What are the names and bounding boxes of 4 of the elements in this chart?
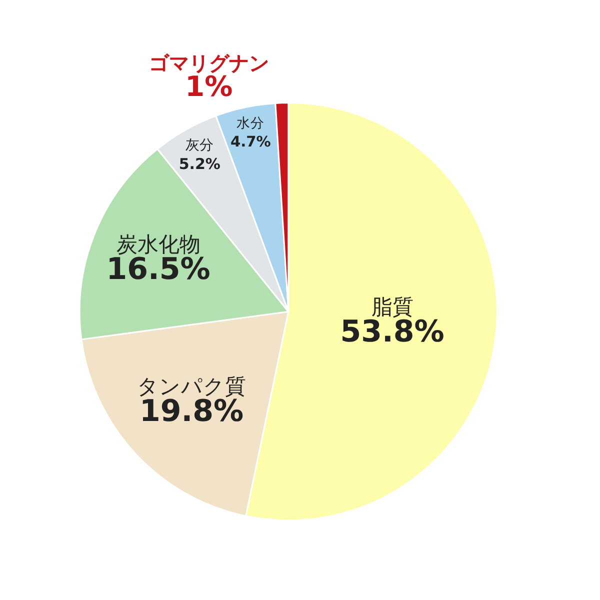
data-label: 5.2% [178,154,220,173]
data-label: 4.7% [230,134,272,151]
slice-label: 灰分 [186,137,214,154]
slice-label: 水分 [236,116,265,132]
